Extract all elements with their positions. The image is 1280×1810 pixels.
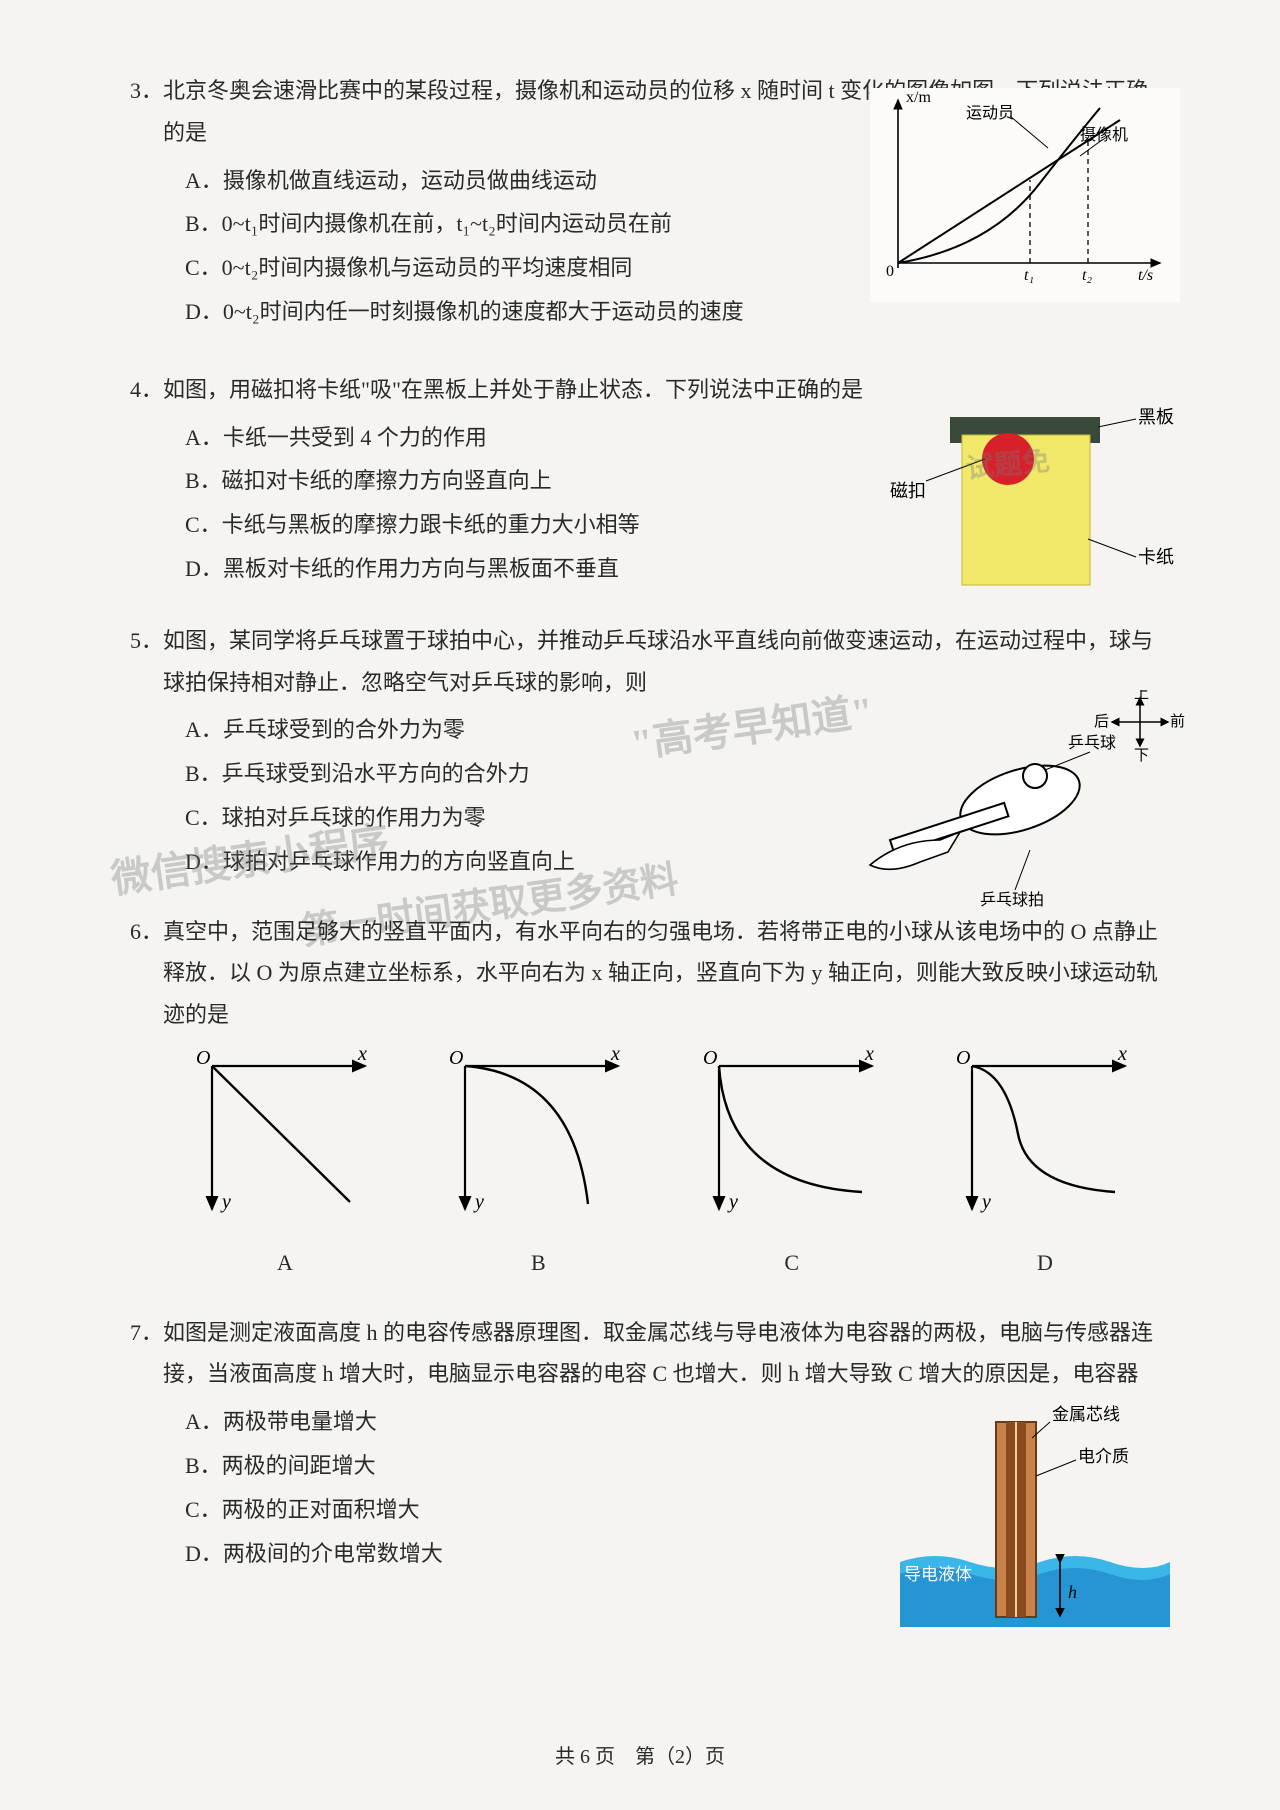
svg-text:h: h [1068, 1582, 1077, 1602]
svg-text:x: x [864, 1044, 874, 1065]
q5-opt-c: C．球拍对乒乓球的作用力为零 [185, 797, 690, 839]
q6-graph-a: O x y A [190, 1044, 380, 1284]
q5-opt-b: B．乒乓球受到沿水平方向的合外力 [185, 753, 690, 795]
q6-label-b: B [443, 1242, 633, 1284]
svg-text:O: O [703, 1047, 717, 1069]
svg-text:x/m: x/m [906, 89, 931, 106]
question-5: 5．如图，某同学将乒乓球置于球拍中心，并推动乒乓球沿水平直线向前做变速运动，在运… [130, 620, 1160, 883]
svg-text:电介质: 电介质 [1078, 1447, 1129, 1466]
q3-opt-a: A．摄像机做直线运动，运动员做曲线运动 [185, 160, 770, 202]
svg-text:O: O [196, 1047, 210, 1069]
q5-opt-d: D．球拍对乒乓球作用力的方向竖直向上 [185, 841, 690, 883]
question-7: 7．如图是测定液面高度 h 的电容传感器原理图．取金属芯线与导电液体为电容器的两… [130, 1312, 1160, 1575]
svg-text:运动员: 运动员 [966, 104, 1014, 122]
q7-opt-d: D．两极间的介电常数增大 [185, 1533, 730, 1575]
q6-graphs-row: O x y A O x y B O [130, 1044, 1160, 1284]
svg-text:乒乓球: 乒乓球 [1068, 734, 1116, 752]
q5-options: A．乒乓球受到的合外力为零 B．乒乓球受到沿水平方向的合外力 C．球拍对乒乓球的… [130, 709, 690, 882]
svg-text:t₂: t₂ [1082, 267, 1092, 284]
q3-opt-c: C．0~t₂时间内摄像机与运动员的平均速度相同 [185, 247, 770, 289]
q3-graph: 0 x/m t/s t₁ t₂ 运动员 摄像机 [870, 88, 1180, 302]
q6-label-a: A [190, 1242, 380, 1284]
svg-text:y: y [220, 1191, 231, 1213]
q7-opt-c: C．两极的正对面积增大 [185, 1489, 730, 1531]
svg-text:x: x [357, 1044, 367, 1065]
q6-label-c: C [697, 1242, 887, 1284]
q5-opt-a: A．乒乓球受到的合外力为零 [185, 709, 690, 751]
svg-text:t/s: t/s [1138, 267, 1153, 284]
svg-text:y: y [980, 1191, 991, 1213]
q5-figure: 上 下 前 后 乒乓球 乒乓球拍 [830, 690, 1190, 934]
q4-options: A．卡纸一共受到 4 个力的作用 B．磁扣对卡纸的摩擦力方向竖直向上 C．卡纸与… [130, 417, 750, 590]
svg-text:黑板: 黑板 [1138, 407, 1174, 427]
q7-opt-a: A．两极带电量增大 [185, 1401, 730, 1443]
q4-stem-text: 如图，用磁扣将卡纸"吸"在黑板上并处于静止状态．下列说法中正确的是 [163, 377, 863, 402]
q7-stem: 7．如图是测定液面高度 h 的电容传感器原理图．取金属芯线与导电液体为电容器的两… [130, 1312, 1160, 1396]
q7-num: 7． [130, 1320, 163, 1345]
q4-opt-d: D．黑板对卡纸的作用力方向与黑板面不垂直 [185, 548, 750, 590]
q6-label-d: D [950, 1242, 1140, 1284]
svg-text:上: 上 [1134, 690, 1149, 702]
q3-opt-d: D．0~t₂时间内任一时刻摄像机的速度都大于运动员的速度 [185, 291, 770, 333]
q5-num: 5． [130, 628, 163, 653]
svg-text:0: 0 [886, 263, 894, 280]
svg-text:后: 后 [1094, 713, 1109, 730]
svg-text:摄像机: 摄像机 [1080, 126, 1128, 144]
svg-text:导电液体: 导电液体 [904, 1565, 972, 1584]
q6-graph-d: O x y D [950, 1044, 1140, 1284]
question-3: 3．北京冬奥会速滑比赛中的某段过程，摄像机和运动员的位移 x 随时间 t 变化的… [130, 70, 1160, 333]
svg-text:y: y [727, 1191, 738, 1213]
q4-num: 4． [130, 377, 163, 402]
q4-opt-a: A．卡纸一共受到 4 个力的作用 [185, 417, 750, 459]
q5-stem-text: 如图，某同学将乒乓球置于球拍中心，并推动乒乓球沿水平直线向前做变速运动，在运动过… [163, 628, 1153, 695]
q7-stem-text: 如图是测定液面高度 h 的电容传感器原理图．取金属芯线与导电液体为电容器的两极，… [163, 1320, 1153, 1387]
svg-text:O: O [449, 1047, 463, 1069]
page-footer: 共 6 页 第（2）页 [0, 1738, 1280, 1776]
svg-text:x: x [1117, 1044, 1127, 1065]
q4-figure: 黑板 磁扣 卡纸 试题免 [880, 399, 1180, 623]
q6-num: 6． [130, 919, 163, 944]
svg-text:下: 下 [1134, 748, 1149, 764]
svg-text:t₁: t₁ [1024, 267, 1034, 284]
q7-figure: h 金属芯线 电介质 导电液体 [900, 1402, 1170, 1646]
q3-opt-b: B．0~t₁时间内摄像机在前，t₁~t₂时间内运动员在前 [185, 203, 770, 245]
svg-text:x: x [610, 1044, 620, 1065]
question-6: 6．真空中，范围足够大的竖直平面内，有水平向右的匀强电场．若将带正电的小球从该电… [130, 911, 1160, 1284]
q7-options: A．两极带电量增大 B．两极的间距增大 C．两极的正对面积增大 D．两极间的介电… [130, 1401, 730, 1574]
question-4: 4．如图，用磁扣将卡纸"吸"在黑板上并处于静止状态．下列说法中正确的是 A．卡纸… [130, 369, 1160, 590]
q7-opt-b: B．两极的间距增大 [185, 1445, 730, 1487]
q4-opt-c: C．卡纸与黑板的摩擦力跟卡纸的重力大小相等 [185, 504, 750, 546]
q4-opt-b: B．磁扣对卡纸的摩擦力方向竖直向上 [185, 460, 750, 502]
svg-text:磁扣: 磁扣 [890, 481, 926, 501]
svg-text:卡纸: 卡纸 [1138, 547, 1174, 567]
q3-num: 3． [130, 78, 163, 103]
q6-graph-c: O x y C [697, 1044, 887, 1284]
q6-stem-text: 真空中，范围足够大的竖直平面内，有水平向右的匀强电场．若将带正电的小球从该电场中… [163, 919, 1158, 1028]
q6-graph-b: O x y B [443, 1044, 633, 1284]
q3-options: A．摄像机做直线运动，运动员做曲线运动 B．0~t₁时间内摄像机在前，t₁~t₂… [130, 160, 770, 333]
svg-text:y: y [473, 1191, 484, 1213]
svg-text:金属芯线: 金属芯线 [1052, 1405, 1120, 1424]
q6-stem: 6．真空中，范围足够大的竖直平面内，有水平向右的匀强电场．若将带正电的小球从该电… [130, 911, 1160, 1036]
svg-text:O: O [956, 1047, 970, 1069]
svg-text:前: 前 [1170, 713, 1185, 730]
svg-text:乒乓球拍: 乒乓球拍 [980, 891, 1044, 909]
